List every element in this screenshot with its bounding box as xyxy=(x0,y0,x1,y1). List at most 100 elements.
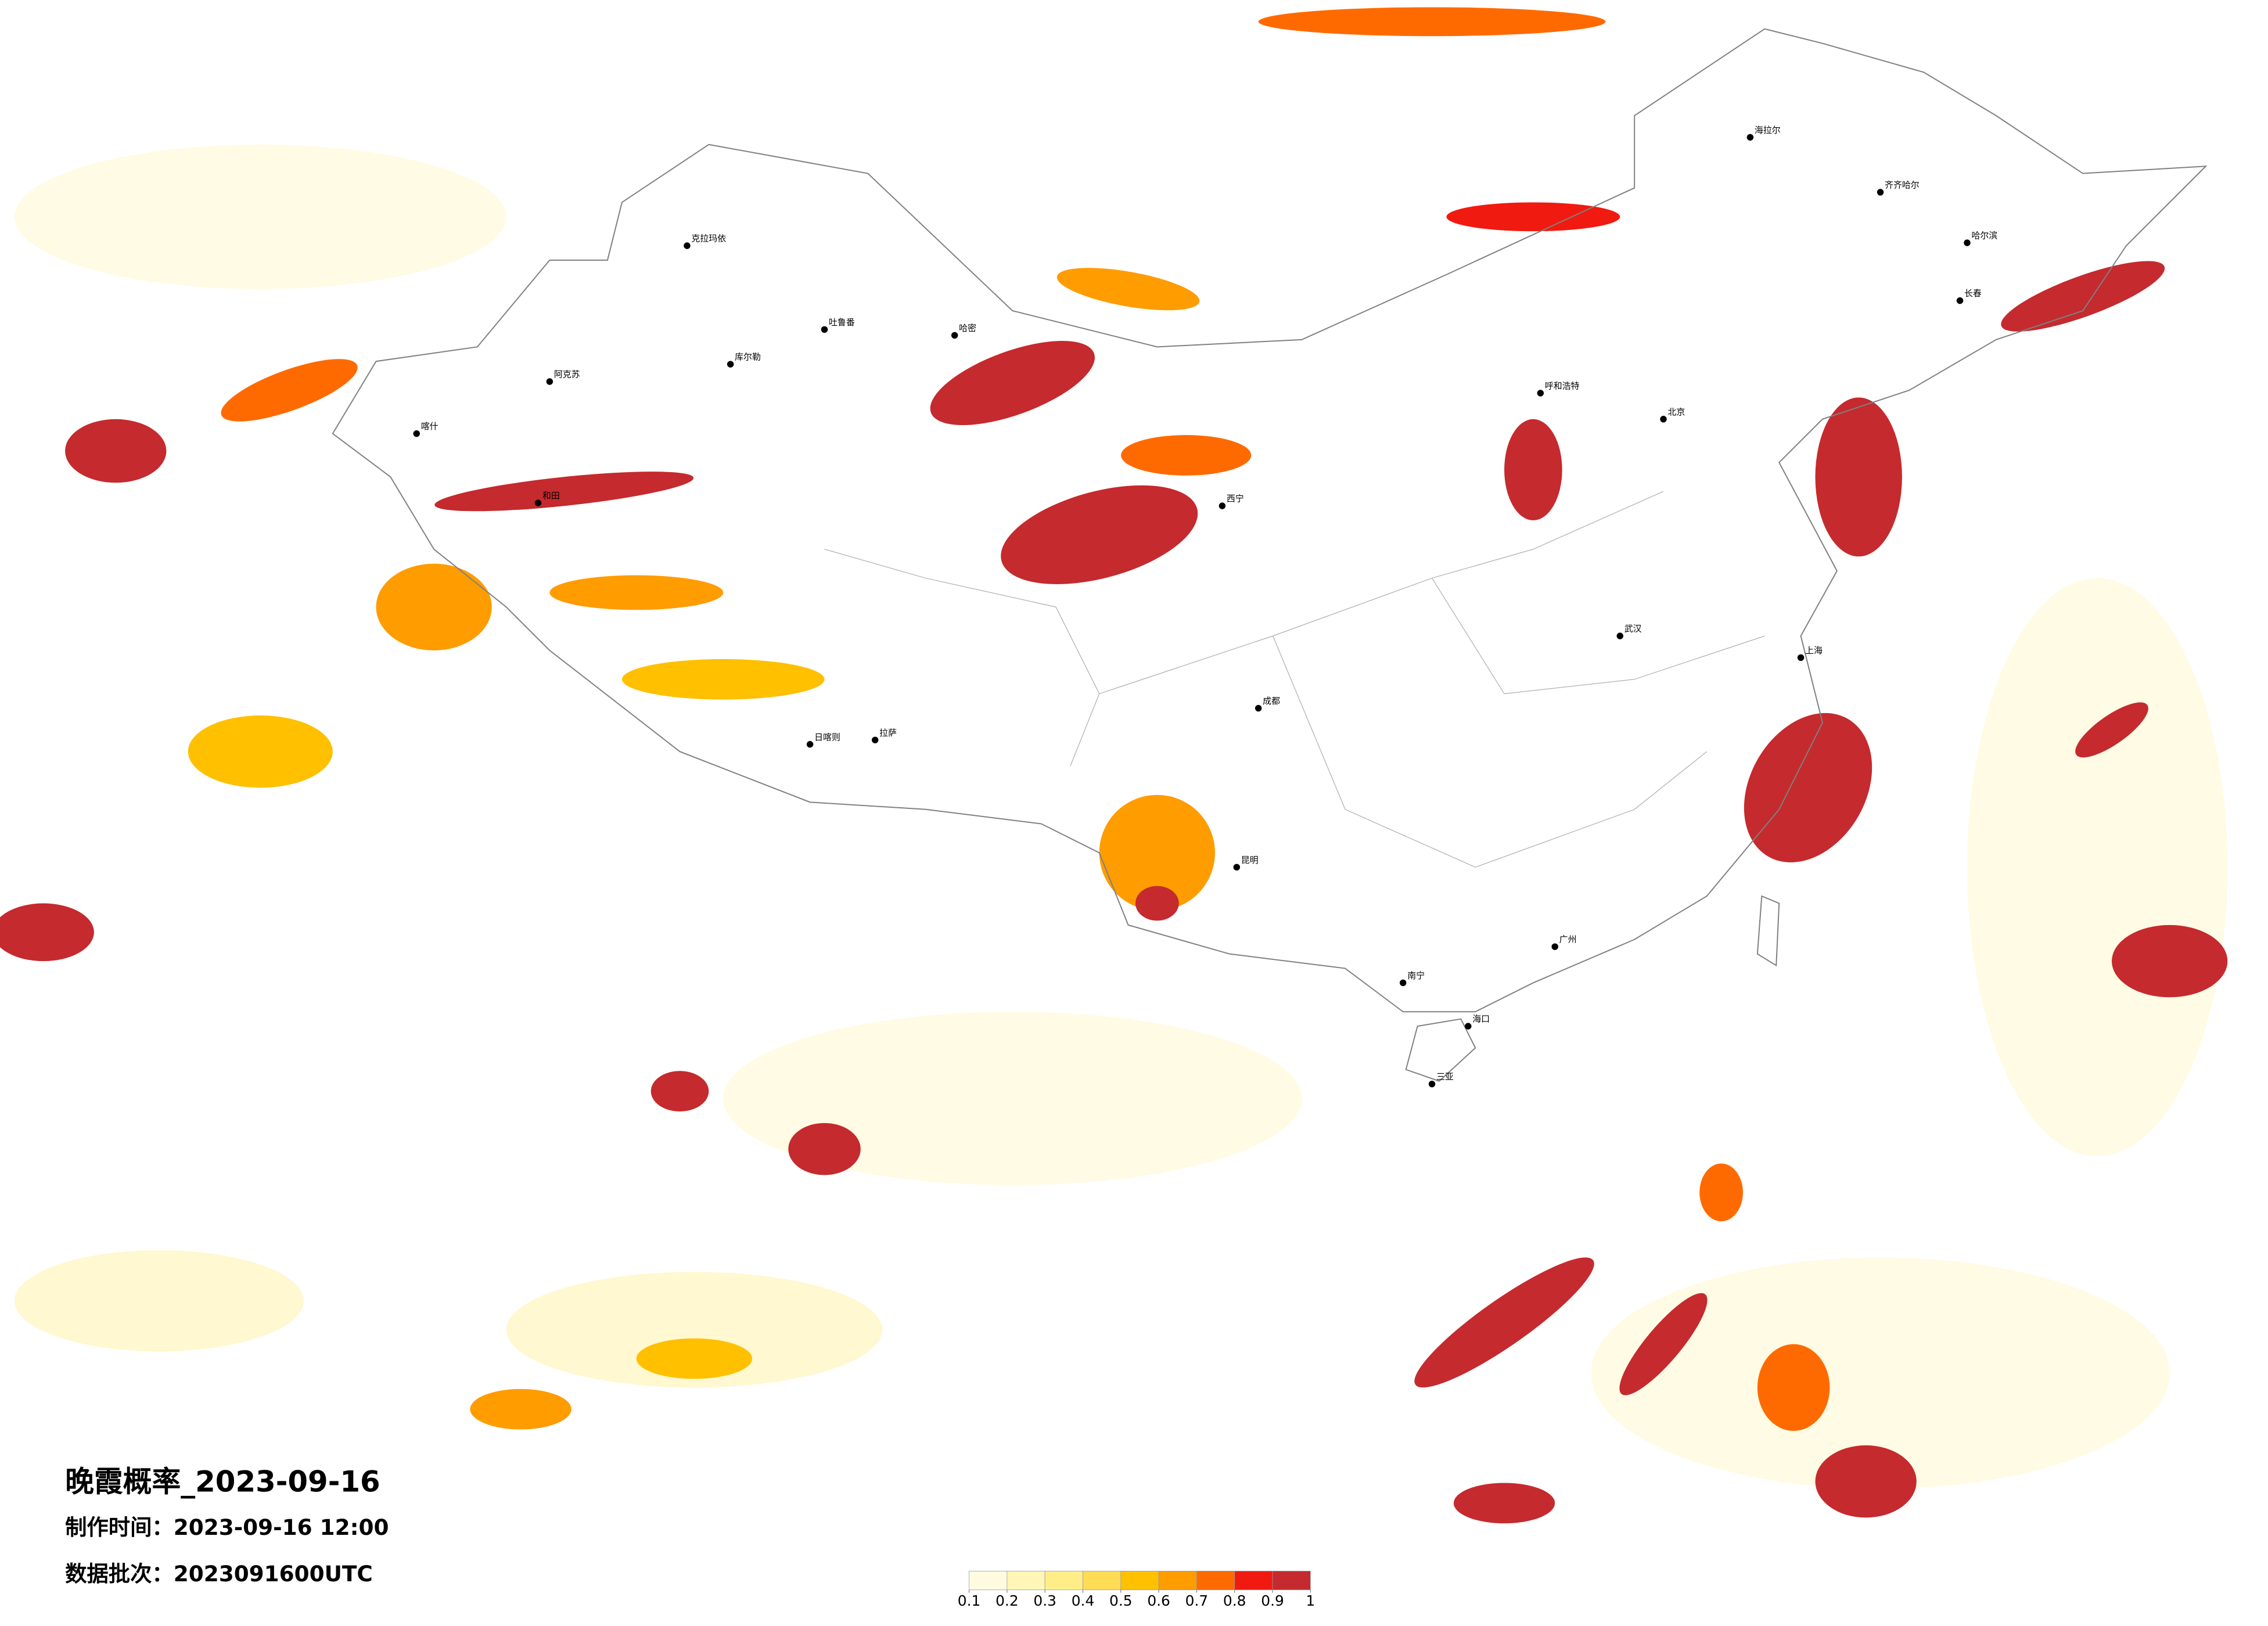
mid-area xyxy=(470,1388,572,1430)
city-dot xyxy=(684,242,691,249)
city-label: 西宁 xyxy=(1227,494,1244,504)
city-label: 长春 xyxy=(1964,288,1982,298)
city-dot xyxy=(534,499,542,506)
city-label: 北京 xyxy=(1667,406,1685,417)
colorbar-label: 0.2 xyxy=(995,1592,1019,1609)
city-label: 阿克苏 xyxy=(554,369,580,380)
high-area xyxy=(930,341,1095,426)
island-border xyxy=(1756,895,1780,967)
mid-area xyxy=(1121,435,1252,476)
high-area xyxy=(1815,1445,1917,1518)
mid-area xyxy=(1056,268,1200,311)
data-batch: 数据批次：2023091600UTC xyxy=(65,1561,373,1587)
borders xyxy=(332,28,2208,1082)
city-dot xyxy=(1956,297,1964,304)
high-area xyxy=(650,1071,709,1111)
city-label: 拉萨 xyxy=(879,728,897,738)
colorbar-box xyxy=(1044,1571,1083,1591)
city-dot xyxy=(1797,654,1805,661)
province-border xyxy=(824,491,1765,868)
high-area xyxy=(2112,924,2228,998)
city-label: 广州 xyxy=(1559,934,1577,945)
haze xyxy=(14,144,506,289)
mid-area xyxy=(188,715,333,788)
city-dot xyxy=(1219,502,1226,509)
city-label: 武汉 xyxy=(1624,624,1642,634)
colorbar-box xyxy=(1083,1571,1122,1591)
city-dot xyxy=(806,741,814,748)
country-border xyxy=(332,28,2208,1013)
city-label: 喀什 xyxy=(421,421,438,431)
city-dot xyxy=(1428,1080,1436,1088)
city-label: 海口 xyxy=(1472,1014,1490,1024)
high-area xyxy=(1446,202,1620,232)
city-label: 日喀则 xyxy=(814,732,840,742)
city-dot xyxy=(1551,943,1558,950)
city-dot xyxy=(1255,704,1262,712)
city-label: 呼和浩特 xyxy=(1545,381,1580,391)
city-dot xyxy=(951,332,958,339)
colorbar-label: 0.9 xyxy=(1261,1592,1284,1609)
high-area xyxy=(2001,261,2165,332)
high-area xyxy=(1001,485,1198,584)
haze xyxy=(723,1012,1302,1185)
mid-area xyxy=(1258,7,1606,37)
city-label: 齐齐哈尔 xyxy=(1885,180,1920,190)
high-area xyxy=(1815,397,1902,557)
mid-area xyxy=(636,1338,753,1379)
high-area xyxy=(1744,713,1872,863)
high-area xyxy=(1504,419,1562,520)
city-dot xyxy=(1660,416,1667,423)
city-dot xyxy=(1399,979,1407,987)
city-label: 哈尔滨 xyxy=(1971,231,1997,241)
high-area xyxy=(1453,1483,1555,1524)
city-dot xyxy=(1877,189,1884,196)
colorbar-box xyxy=(1120,1571,1159,1591)
colorbar-label: 0.8 xyxy=(1223,1592,1246,1609)
colorbar-box xyxy=(1158,1571,1197,1591)
colorbar-label: 0.5 xyxy=(1109,1592,1133,1609)
colorbar-label: 0.3 xyxy=(1033,1592,1056,1609)
city-dot xyxy=(546,378,553,385)
high-area xyxy=(434,472,694,512)
high-area xyxy=(2075,702,2148,758)
mid-area xyxy=(549,575,724,610)
map-title: 晚霞概率_2023-09-16 xyxy=(65,1465,380,1499)
probability-field xyxy=(0,7,2228,1524)
colorbar-box xyxy=(969,1571,1008,1591)
city-label: 南宁 xyxy=(1407,970,1425,981)
mid-area xyxy=(1699,1163,1743,1222)
city-label: 克拉玛依 xyxy=(691,233,726,244)
colorbar-box xyxy=(1196,1571,1235,1591)
city-label: 海拉尔 xyxy=(1755,125,1781,135)
haze xyxy=(1967,578,2228,1157)
city-label: 哈密 xyxy=(959,323,976,333)
mid-area xyxy=(1757,1344,1830,1431)
city-label: 上海 xyxy=(1805,645,1823,656)
mid-area xyxy=(221,359,358,422)
high-area xyxy=(1414,1257,1594,1388)
colorbar-label: 0.6 xyxy=(1147,1592,1170,1609)
mid-area xyxy=(621,659,825,700)
city-dot xyxy=(413,430,420,437)
haze xyxy=(1591,1257,2170,1489)
city-label: 吐鲁番 xyxy=(829,317,855,328)
city-dot xyxy=(1537,390,1544,397)
city-dot xyxy=(1964,239,1971,246)
high-area xyxy=(1619,1293,1708,1395)
colorbar-label: 0.4 xyxy=(1072,1592,1095,1609)
high-area xyxy=(1135,886,1179,921)
city-label: 三亚 xyxy=(1436,1071,1454,1082)
high-area xyxy=(788,1123,861,1175)
city-dot xyxy=(1465,1023,1472,1030)
made-time: 制作时间：2023-09-16 12:00 xyxy=(65,1515,389,1540)
colorbar-box xyxy=(1272,1571,1311,1591)
city-dot xyxy=(1746,134,1754,141)
city-dot xyxy=(871,736,879,744)
mid-area xyxy=(376,563,492,650)
colorbar-box xyxy=(1007,1571,1045,1591)
haze xyxy=(506,1272,883,1388)
city-label: 和田 xyxy=(542,491,560,501)
